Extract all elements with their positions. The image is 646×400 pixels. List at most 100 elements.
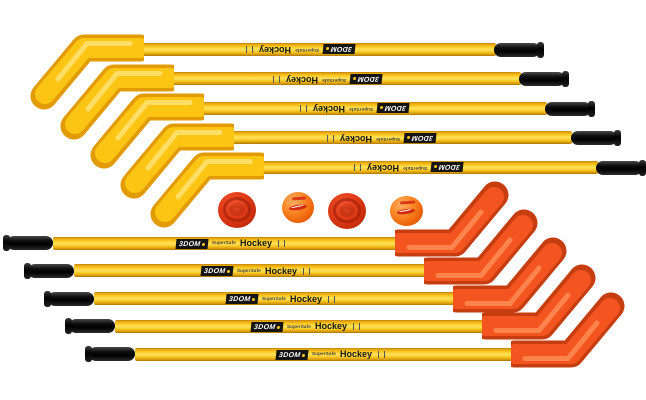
brand-text: 3DOM: [278, 351, 301, 359]
brand-logo: 3DOM: [322, 44, 356, 55]
product-name-text: Hockey: [290, 293, 323, 304]
brand-text: 3DOM: [411, 134, 434, 142]
stick-shaft: [114, 319, 522, 333]
stick-print: 3DOM SuperSafe Hockey: [300, 103, 410, 114]
stick-print: 3DOM SuperSafe Hockey: [225, 293, 336, 305]
product-name-text: Hockey: [340, 133, 373, 144]
stick-print: 3DOM SuperSafe Hockey: [246, 44, 356, 55]
brand-logo: 3DOM: [175, 238, 209, 249]
brand-mark-icon: [226, 269, 231, 273]
stick-grip: [23, 262, 78, 279]
brand-text: 3DOM: [357, 75, 380, 83]
stick-grip: [44, 290, 98, 307]
brand-text: 3DOM: [253, 323, 276, 331]
series-text: SuperSafe: [286, 323, 311, 329]
stick-shaft: [170, 101, 547, 115]
brand-logo: 3DOM: [403, 133, 437, 143]
stick-shaft: [53, 236, 435, 250]
brand-mark-icon: [433, 166, 438, 169]
series-text: SuperSafe: [349, 106, 374, 112]
puck-center-button: [341, 207, 352, 214]
series-text: SuperSafe: [311, 351, 336, 357]
stick-shaft: [140, 72, 521, 85]
product-name-text: Hockey: [315, 321, 348, 332]
product-name-text: Hockey: [313, 104, 346, 114]
print-bars: [273, 75, 280, 83]
stick-grip: [592, 159, 646, 176]
stick-shaft: [94, 292, 493, 306]
print-bars: [354, 164, 361, 171]
brand-mark-icon: [325, 48, 330, 51]
stick-shaft: [200, 131, 572, 144]
product-name-text: Hockey: [259, 45, 292, 55]
product-name-text: Hockey: [367, 163, 400, 173]
stick-print: 3DOM SuperSafe Hockey: [200, 265, 311, 277]
hockey-puck-2: [328, 193, 366, 229]
print-bars: [328, 295, 336, 303]
brand-text: 3DOM: [330, 46, 353, 53]
brand-text: 3DOM: [178, 240, 201, 247]
series-text: SuperSafe: [403, 165, 428, 171]
brand-logo: 3DOM: [430, 162, 464, 173]
stick-grip: [85, 346, 139, 363]
foam-ball-1: [282, 192, 314, 223]
brand-text: 3DOM: [384, 105, 407, 112]
stick-shaft: [73, 264, 464, 278]
stick-print: 3DOM SuperSafe Hockey: [354, 162, 464, 173]
series-text: SuperSafe: [322, 77, 347, 83]
stick-print: 3DOM SuperSafe Hockey: [327, 133, 437, 144]
brand-text: 3DOM: [438, 164, 461, 171]
brand-text: 3DOM: [228, 295, 251, 303]
brand-mark-icon: [379, 107, 384, 110]
stick-print: 3DOM SuperSafe Hockey: [250, 321, 361, 332]
puck-center-button: [231, 206, 242, 213]
print-bars: [278, 240, 286, 247]
brand-mark-icon: [406, 136, 411, 140]
stick-grip: [567, 130, 621, 146]
print-bars: [378, 351, 386, 359]
orange-blade-icon: [511, 288, 629, 368]
brand-mark-icon: [301, 353, 306, 357]
brand-mark-icon: [201, 242, 206, 245]
print-bars: [300, 105, 307, 112]
stick-print: 3DOM SuperSafe Hockey: [175, 238, 286, 249]
stick-grip: [541, 100, 595, 117]
stick-grip: [515, 71, 569, 87]
stick-print: 3DOM SuperSafe Hockey: [273, 74, 383, 85]
print-bars: [246, 46, 253, 53]
product-name-text: Hockey: [265, 265, 298, 276]
brand-logo: 3DOM: [250, 321, 284, 332]
brand-logo: 3DOM: [225, 294, 259, 305]
print-bars: [327, 134, 334, 142]
series-text: SuperSafe: [261, 295, 286, 301]
hockey-puck-1: [218, 192, 256, 228]
brand-logo: 3DOM: [200, 266, 234, 277]
print-bars: [353, 323, 361, 331]
foam-ball-2: [390, 196, 423, 226]
ball-brand-mark-top: [291, 196, 307, 200]
brand-mark-icon: [352, 77, 357, 81]
series-text: SuperSafe: [211, 240, 236, 246]
product-name-text: Hockey: [240, 238, 273, 248]
puck-ring: [333, 198, 361, 223]
product-name-text: Hockey: [286, 74, 319, 85]
stick-shaft: [110, 42, 496, 56]
ball-brand-swoosh: [288, 203, 308, 212]
stick-grip: [490, 41, 544, 58]
series-text: SuperSafe: [236, 268, 261, 274]
product-name-text: Hockey: [340, 349, 373, 360]
stick-grip: [64, 318, 119, 335]
stick-grip: [3, 235, 57, 251]
stick-print: 3DOM SuperSafe Hockey: [275, 349, 386, 360]
brand-logo: 3DOM: [376, 103, 410, 114]
puck-ring: [223, 197, 251, 222]
stick-shaft: [230, 160, 598, 174]
series-text: SuperSafe: [295, 47, 320, 53]
brand-mark-icon: [276, 325, 281, 329]
brand-text: 3DOM: [203, 267, 226, 275]
brand-mark-icon: [251, 297, 256, 301]
brand-logo: 3DOM: [275, 349, 309, 360]
print-bars: [303, 267, 311, 275]
stick-shaft: [135, 347, 551, 361]
